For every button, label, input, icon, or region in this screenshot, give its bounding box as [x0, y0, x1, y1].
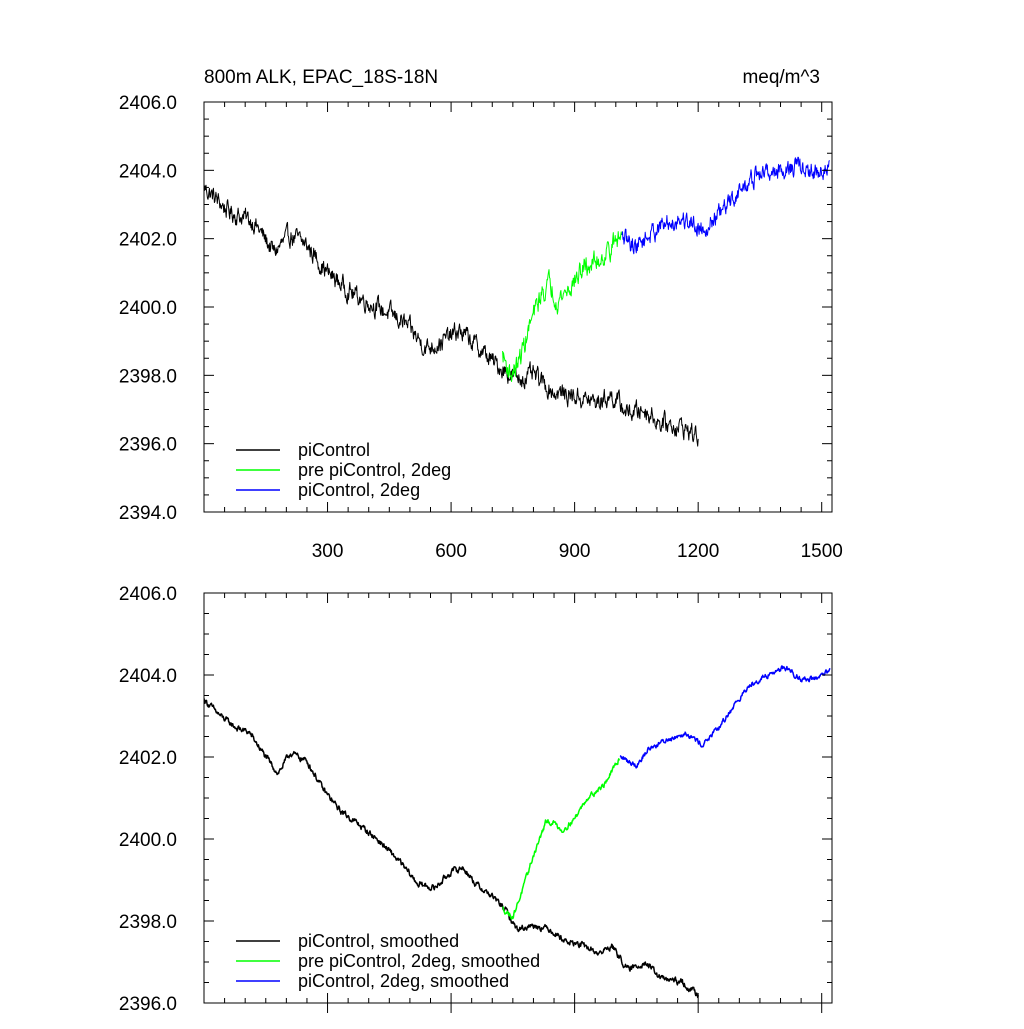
series-line-bottom-1 — [502, 758, 621, 920]
top-chart-units: meq/m^3 — [742, 67, 820, 88]
bottom-chart-panel: 2396.0 2398.0 2400.0 2402.0 2404.0 2406.0 piC… — [119, 584, 833, 1015]
bottom-ticks: 2396.0 2398.0 2400.0 2402.0 2404.0 2406.0 — [119, 584, 832, 1015]
y-tick-label: 2396.0 — [119, 994, 177, 1015]
x-tick-label: 1500 — [801, 541, 843, 562]
x-tick-label: 600 — [435, 541, 467, 562]
y-tick-label: 2404.0 — [119, 161, 177, 182]
series-line-top-1 — [502, 231, 623, 382]
y-tick-label: 2404.0 — [119, 666, 177, 687]
legend-label: pre piControl, 2deg, smoothed — [298, 951, 540, 971]
y-tick-label: 2406.0 — [119, 584, 177, 605]
legend-label: piControl, 2deg, smoothed — [298, 971, 509, 991]
y-tick-label: 2402.0 — [119, 230, 177, 251]
bottom-series-layer — [204, 665, 831, 999]
x-tick-label: 300 — [312, 541, 344, 562]
legend-label: pre piControl, 2deg — [298, 460, 451, 480]
series-line-bottom-2 — [619, 665, 831, 769]
y-tick-label: 2398.0 — [119, 366, 177, 387]
top-chart-title: 800m ALK, EPAC_18S-18N — [204, 67, 438, 88]
series-line-top-0 — [204, 184, 699, 447]
top-series-layer — [204, 156, 830, 447]
series-line-top-2 — [621, 156, 830, 255]
legend-label: piControl — [298, 440, 370, 460]
series-line-bottom-0 — [204, 698, 699, 999]
y-tick-label: 2406.0 — [119, 93, 177, 114]
y-tick-label: 2394.0 — [119, 503, 177, 524]
y-tick-label: 2398.0 — [119, 912, 177, 933]
y-tick-label: 2396.0 — [119, 435, 177, 456]
y-tick-label: 2400.0 — [119, 298, 177, 319]
x-tick-label: 1200 — [677, 541, 719, 562]
top-ticks: 300 600 900 1200 1500 2394.0 2396.0 2398.0 2400.… — [119, 93, 843, 562]
top-chart-panel: 300 600 900 1200 1500 2394.0 2396.0 2398.0 2400.… — [119, 67, 843, 562]
legend-label: piControl, 2deg — [298, 480, 420, 500]
legend-label: piControl, smoothed — [298, 931, 459, 951]
y-tick-label: 2400.0 — [119, 830, 177, 851]
y-tick-label: 2402.0 — [119, 748, 177, 769]
x-tick-label: 900 — [559, 541, 591, 562]
